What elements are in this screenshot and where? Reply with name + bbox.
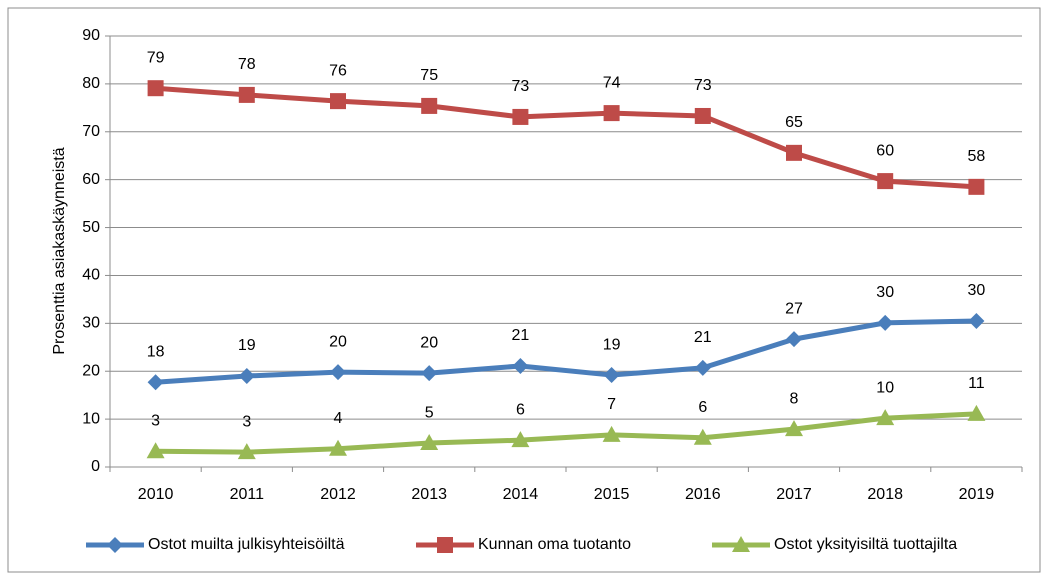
data-label: 20 (420, 334, 438, 351)
data-label: 19 (603, 336, 621, 353)
data-label: 74 (603, 74, 621, 91)
data-label: 65 (785, 114, 803, 131)
data-label: 11 (968, 375, 985, 392)
data-label: 30 (876, 284, 894, 301)
x-tick-label: 2012 (320, 486, 356, 503)
data-label: 76 (329, 62, 347, 79)
data-label: 6 (516, 401, 525, 418)
x-tick-label: 2010 (138, 486, 174, 503)
data-point (329, 439, 347, 456)
data-label: 3 (151, 412, 160, 429)
data-point (877, 173, 894, 190)
y-tick-label: 10 (82, 410, 100, 427)
legend-marker (732, 536, 750, 552)
y-tick-label: 0 (91, 458, 100, 475)
data-label: 60 (876, 142, 894, 159)
data-label: 78 (238, 56, 256, 73)
data-label: 5 (425, 404, 434, 421)
data-label: 20 (329, 333, 347, 350)
series-line (155, 318, 977, 385)
data-point (876, 409, 895, 426)
data-point (603, 105, 620, 122)
data-point (786, 144, 802, 161)
legend-label: Kunnan oma tuotanto (478, 536, 631, 553)
data-label: 6 (698, 399, 707, 416)
data-label: 4 (334, 410, 343, 427)
data-point (147, 80, 164, 97)
y-tick-label: 60 (82, 171, 100, 188)
data-point (511, 431, 530, 448)
data-point (147, 374, 164, 391)
data-point (512, 108, 529, 125)
chart-frame (7, 7, 1041, 573)
x-tick-label: 2016 (685, 486, 721, 503)
x-tick-label: 2017 (776, 486, 812, 503)
data-point (602, 425, 621, 442)
y-tick-label: 80 (82, 75, 100, 92)
data-point (968, 178, 985, 195)
x-tick-label: 2011 (230, 486, 265, 503)
x-tick-label: 2019 (959, 486, 995, 503)
data-label: 18 (147, 343, 165, 360)
data-label: 79 (147, 49, 165, 66)
series-line (155, 85, 977, 190)
data-point (512, 357, 529, 374)
x-tick-label: 2015 (594, 486, 630, 503)
series-line (155, 411, 977, 455)
x-tick-label: 2018 (867, 486, 903, 503)
data-point (330, 364, 346, 381)
y-tick-label: 70 (82, 123, 100, 140)
data-point (420, 434, 439, 451)
data-point (694, 359, 711, 376)
data-label: 73 (512, 78, 530, 95)
data-label: 58 (968, 148, 986, 165)
data-point (238, 86, 255, 103)
data-label: 30 (968, 282, 986, 299)
data-point (146, 442, 165, 459)
legend-label: Ostot muilta julkisyhteisöiltä (148, 536, 345, 553)
data-point (693, 428, 712, 445)
x-tick-label: 2014 (503, 486, 539, 503)
data-point (786, 331, 802, 348)
data-point (237, 443, 256, 460)
y-tick-label: 90 (82, 27, 100, 44)
y-tick-label: 20 (82, 362, 100, 379)
data-point (785, 420, 803, 437)
y-tick-label: 50 (82, 219, 100, 236)
data-point (330, 93, 346, 110)
data-point (421, 365, 438, 382)
data-label: 21 (694, 329, 712, 346)
data-point (238, 368, 255, 385)
legend-marker (107, 537, 123, 553)
data-label: 10 (876, 379, 894, 396)
data-point (421, 97, 438, 114)
data-label: 27 (785, 300, 803, 317)
data-label: 3 (242, 413, 251, 430)
data-point (603, 367, 620, 384)
y-tick-label: 30 (82, 315, 100, 332)
legend-label: Ostot yksityisiltä tuottajilta (774, 536, 957, 553)
data-point (967, 404, 986, 421)
x-tick-label: 2013 (411, 486, 447, 503)
legend-marker (437, 537, 453, 553)
data-point (968, 312, 985, 329)
data-label: 75 (420, 67, 438, 84)
data-point (694, 107, 711, 124)
data-label: 21 (512, 327, 530, 344)
data-label: 73 (694, 77, 712, 94)
y-tick-label: 40 (82, 267, 100, 284)
data-label: 8 (790, 390, 799, 407)
y-axis-title: Prosenttia asiakaskäynneistä (51, 147, 68, 354)
data-point (877, 314, 894, 331)
data-label: 19 (238, 337, 256, 354)
data-label: 7 (607, 396, 616, 413)
